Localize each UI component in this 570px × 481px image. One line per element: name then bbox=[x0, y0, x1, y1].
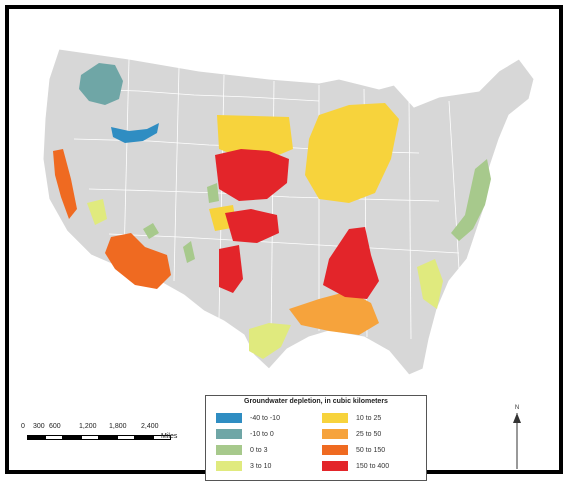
region-25-to-50-gulf-coast bbox=[289, 291, 379, 335]
legend-column-left: -40 to -10 -10 to 0 0 to 3 3 to 10 bbox=[216, 410, 280, 474]
legend-swatch bbox=[216, 461, 242, 471]
scale-tick-1800: 1,800 bbox=[109, 423, 127, 430]
scale-tick-600: 600 bbox=[49, 423, 61, 430]
legend-item: 3 to 10 bbox=[216, 458, 280, 474]
region-n10-to-0-northwest bbox=[79, 63, 123, 105]
legend-label: 50 to 150 bbox=[356, 446, 386, 454]
scale-tick-2400: 2,400 bbox=[141, 423, 159, 430]
scale-bar-segments bbox=[27, 435, 171, 440]
legend-swatch bbox=[216, 445, 242, 455]
legend-swatch bbox=[322, 413, 348, 423]
region-0-to-3-southwest-b bbox=[183, 241, 195, 263]
region-n40-to-n10-columbia bbox=[111, 123, 159, 143]
legend-label: 0 to 3 bbox=[250, 446, 268, 454]
usa-groundwater-map bbox=[42, 48, 535, 376]
region-0-to-3-plains bbox=[207, 183, 219, 203]
scale-unit: Miles bbox=[161, 433, 178, 440]
region-50-to-150-arizona bbox=[105, 233, 171, 289]
scale-bar: 0 300 600 1,200 1,800 2,400 Miles bbox=[21, 423, 181, 447]
legend-item: 25 to 50 bbox=[322, 426, 389, 442]
legend: Groundwater depletion, in cubic kilomete… bbox=[205, 395, 427, 481]
state-borders bbox=[73, 58, 460, 340]
legend-swatch bbox=[322, 461, 348, 471]
north-arrow-icon bbox=[513, 413, 521, 469]
legend-label: -40 to -10 bbox=[250, 414, 280, 422]
region-0-to-3-atlantic bbox=[451, 159, 491, 241]
legend-item: -40 to -10 bbox=[216, 410, 280, 426]
region-150-to-400-high-plains bbox=[215, 149, 289, 201]
scale-tick-1200: 1,200 bbox=[79, 423, 97, 430]
legend-swatch bbox=[216, 429, 242, 439]
legend-item: 0 to 3 bbox=[216, 442, 280, 458]
figure-frame: 0 300 600 1,200 1,800 2,400 Miles Ground… bbox=[5, 5, 563, 481]
legend-label: 25 to 50 bbox=[356, 430, 382, 438]
legend-column-right: 10 to 25 25 to 50 50 to 150 150 to 400 bbox=[322, 410, 389, 474]
legend-title: Groundwater depletion, in cubic kilomete… bbox=[244, 398, 388, 405]
legend-item: -10 to 0 bbox=[216, 426, 280, 442]
region-3-to-10-texas-coast bbox=[249, 323, 291, 359]
region-150-to-400-mississippi-embayment bbox=[323, 227, 379, 299]
legend-item: 50 to 150 bbox=[322, 442, 389, 458]
legend-label: 150 to 400 bbox=[356, 462, 390, 470]
north-label: N bbox=[514, 405, 520, 411]
region-150-to-400-texas-plains bbox=[219, 245, 243, 293]
legend-swatch bbox=[216, 413, 242, 423]
legend-item: 150 to 400 bbox=[322, 458, 389, 474]
legend-label: -10 to 0 bbox=[250, 430, 274, 438]
legend-label: 10 to 25 bbox=[356, 414, 382, 422]
north-arrow: N bbox=[507, 405, 527, 471]
legend-label: 3 to 10 bbox=[250, 462, 272, 470]
legend-swatch bbox=[322, 445, 348, 455]
region-50-to-150-california bbox=[53, 149, 77, 219]
region-3-to-10-southeast bbox=[417, 259, 443, 309]
region-150-to-400-central-plains bbox=[225, 209, 279, 243]
scale-tick-300: 300 bbox=[33, 423, 45, 430]
region-3-to-10-nevada bbox=[87, 199, 107, 225]
legend-item: 10 to 25 bbox=[322, 410, 389, 426]
region-0-to-3-southwest-a bbox=[143, 223, 159, 239]
region-10-to-25-midwest bbox=[305, 103, 399, 203]
scale-tick-0: 0 bbox=[21, 423, 25, 430]
region-10-to-25-high-plains-north bbox=[217, 115, 293, 159]
legend-swatch bbox=[322, 429, 348, 439]
